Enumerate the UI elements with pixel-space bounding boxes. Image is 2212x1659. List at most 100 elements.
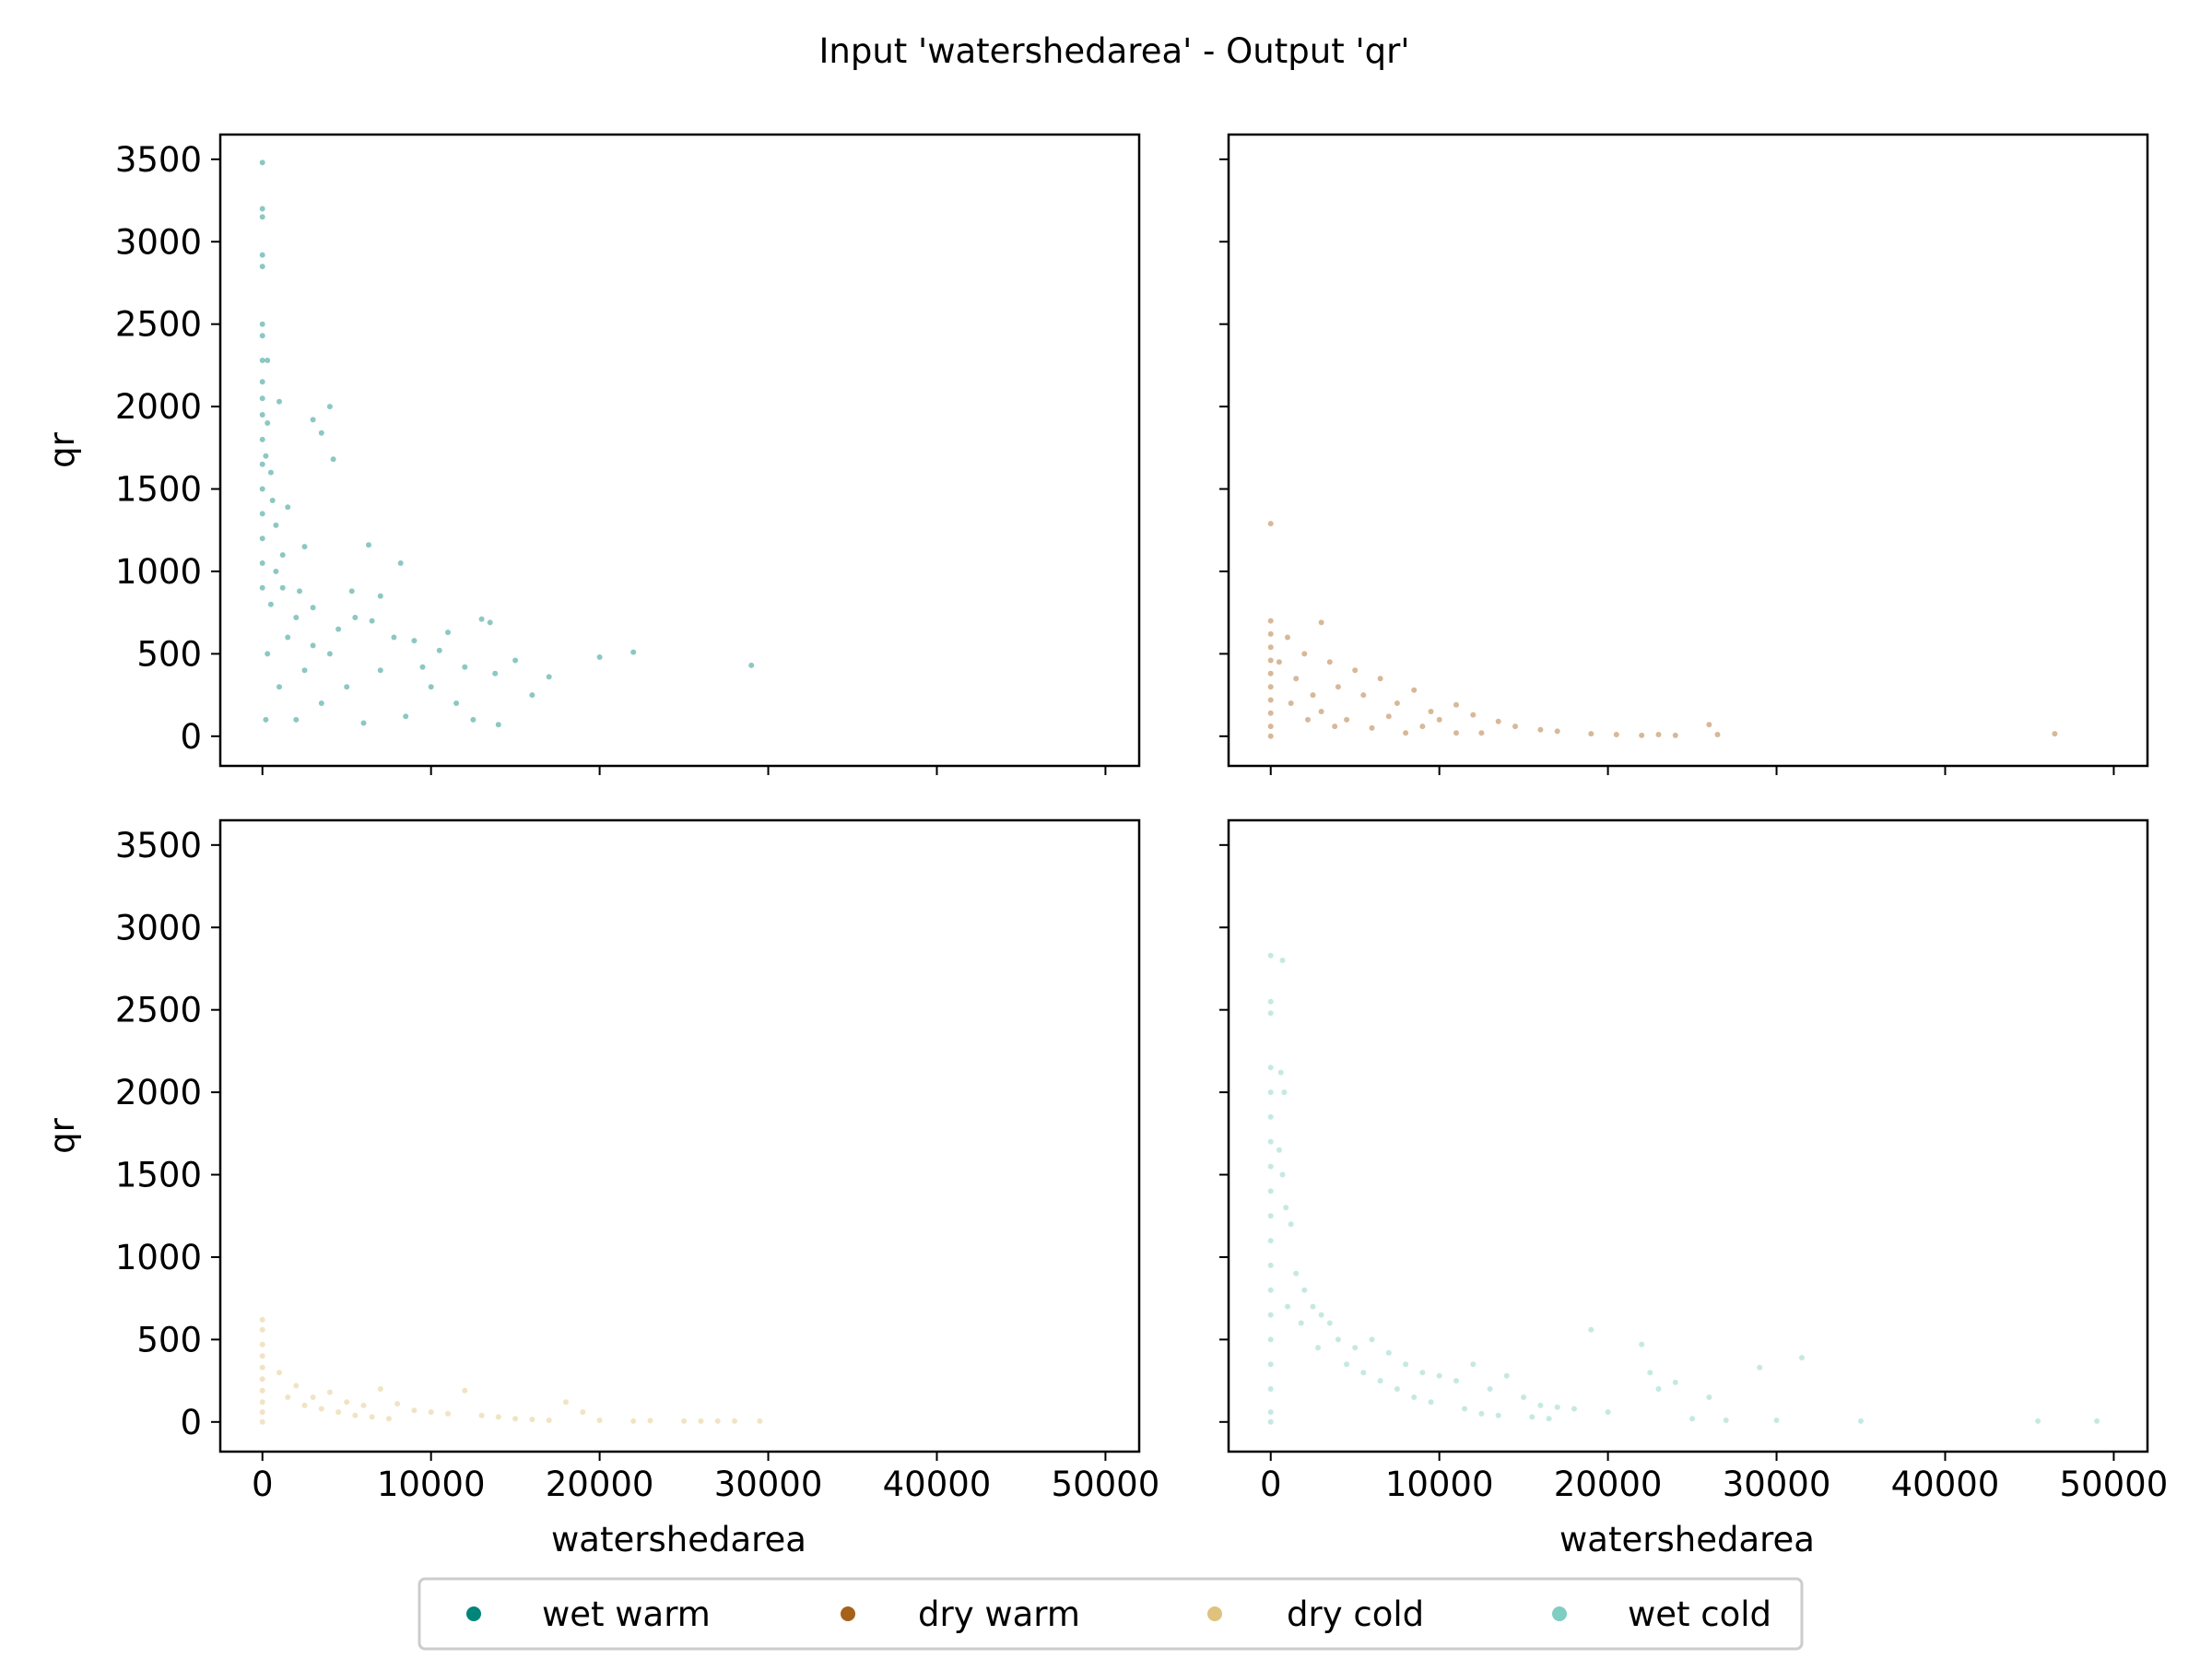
- data-point: [1495, 718, 1501, 724]
- legend-marker-wet-warm: [466, 1606, 481, 1621]
- data-point: [436, 647, 442, 653]
- data-point: [1267, 670, 1274, 677]
- data-point: [1411, 687, 1418, 693]
- data-point: [1453, 730, 1459, 736]
- data-point: [546, 674, 552, 680]
- data-point: [259, 1387, 265, 1394]
- data-point: [259, 436, 265, 442]
- points-wet-cold: [1267, 952, 2100, 1425]
- data-point: [259, 395, 265, 402]
- data-point: [1757, 1364, 1763, 1371]
- data-point: [1267, 1418, 1274, 1425]
- data-point: [1267, 952, 1274, 959]
- data-point: [1394, 1386, 1400, 1392]
- data-point: [1267, 630, 1274, 637]
- data-point: [1267, 1213, 1274, 1219]
- data-point: [1267, 1312, 1274, 1318]
- data-point: [1639, 732, 1645, 738]
- data-point: [269, 498, 276, 503]
- data-point: [265, 420, 271, 426]
- data-point: [1352, 1345, 1359, 1351]
- data-point: [1267, 710, 1274, 716]
- data-point: [360, 1402, 367, 1408]
- legend-label-dry-cold: dry cold: [1287, 1594, 1424, 1634]
- data-point: [1267, 1089, 1274, 1096]
- data-point: [259, 252, 265, 258]
- legend-marker-dry-warm: [841, 1606, 855, 1621]
- data-point: [1369, 1336, 1375, 1343]
- data-point: [1301, 1287, 1308, 1293]
- y-tick-label: 3000: [115, 222, 202, 262]
- data-point: [470, 716, 477, 723]
- data-point: [1428, 709, 1434, 714]
- data-point: [1310, 1303, 1316, 1310]
- data-point: [1385, 713, 1392, 720]
- data-point: [377, 1386, 383, 1392]
- data-point: [1647, 1370, 1653, 1376]
- data-point: [1288, 700, 1294, 706]
- data-point: [1267, 644, 1274, 651]
- data-point: [1411, 1394, 1418, 1400]
- x-tick-label: 30000: [714, 1465, 823, 1504]
- data-point: [563, 1399, 569, 1406]
- x-tick-label: 10000: [1385, 1465, 1494, 1504]
- data-point: [478, 1412, 485, 1418]
- data-point: [259, 461, 265, 467]
- data-point: [403, 713, 409, 720]
- data-point: [1352, 667, 1359, 674]
- x-tick-label: 40000: [883, 1465, 992, 1504]
- data-point: [1588, 731, 1594, 737]
- data-point: [596, 1418, 603, 1423]
- data-point: [428, 1409, 434, 1416]
- data-point: [330, 456, 336, 463]
- data-point: [1267, 521, 1274, 527]
- y-tick-label: 3500: [115, 140, 202, 180]
- data-point: [344, 684, 350, 690]
- data-point: [630, 1418, 637, 1424]
- data-point: [1315, 1345, 1321, 1351]
- axes-frame: [218, 818, 1141, 1453]
- y-axis-label: qr: [42, 431, 82, 467]
- data-point: [352, 615, 359, 620]
- y-tick-label: 3500: [115, 826, 202, 865]
- data-point: [1672, 732, 1678, 738]
- data-point: [714, 1418, 721, 1424]
- data-point: [1588, 1326, 1594, 1333]
- data-point: [1281, 1089, 1288, 1096]
- data-point: [285, 504, 291, 511]
- data-point: [397, 560, 404, 566]
- data-point: [1799, 1355, 1805, 1361]
- data-point: [1369, 724, 1375, 731]
- data-point: [529, 1417, 535, 1423]
- data-point: [1310, 692, 1316, 699]
- data-point: [259, 321, 265, 327]
- data-point: [1529, 1414, 1535, 1420]
- data-point: [259, 333, 265, 339]
- data-point: [1267, 1238, 1274, 1244]
- data-point: [1470, 712, 1477, 718]
- legend-marker-dry-cold: [1207, 1606, 1222, 1621]
- data-point: [428, 684, 434, 690]
- data-point: [259, 1418, 265, 1425]
- data-point: [1276, 659, 1282, 665]
- data-point: [259, 560, 265, 566]
- data-point: [276, 684, 282, 690]
- points-wet-warm: [259, 159, 755, 728]
- data-point: [297, 588, 302, 594]
- subplot-wet-cold: 0 10000 20000 30000 40000 50000 watershedarea: [1219, 818, 2168, 1559]
- data-point: [276, 398, 282, 405]
- data-point: [1267, 1113, 1274, 1120]
- data-point: [259, 1364, 265, 1371]
- data-point: [1689, 1416, 1696, 1422]
- x-tick-label: 50000: [1052, 1465, 1160, 1504]
- data-point: [445, 1410, 451, 1417]
- y-tick-label: 1000: [115, 552, 202, 592]
- data-point: [310, 605, 316, 611]
- x-axis-label: watershedarea: [551, 1520, 806, 1559]
- data-point: [326, 651, 333, 657]
- data-point: [1773, 1418, 1780, 1423]
- y-axis-label: qr: [42, 1117, 82, 1153]
- data-point: [1267, 1386, 1274, 1392]
- points-dry-cold: [259, 1316, 763, 1425]
- data-point: [748, 662, 755, 668]
